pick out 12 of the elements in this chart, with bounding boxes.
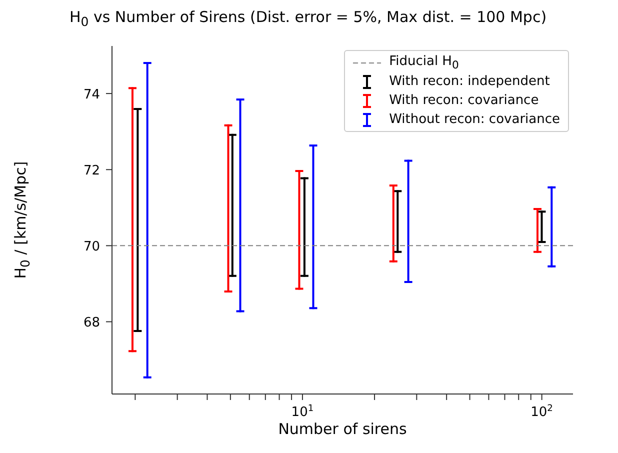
legend-label: Without recon: covariance — [389, 112, 560, 127]
legend-label: With recon: independent — [389, 74, 550, 89]
y-tick-label: 70 — [83, 240, 100, 255]
legend-label: With recon: covariance — [389, 93, 539, 108]
x-tick-label: 10$^{2}$ — [530, 404, 553, 420]
y-tick-label: 72 — [83, 164, 100, 179]
chart-title: H$_{0}$ vs Number of Sirens (Dist. error = 5%, Max dist. = 100 Mpc) — [68, 8, 548, 31]
legend-label: Fiducial H$_{0}$ — [389, 54, 459, 72]
x-tick-label: 10$^{1}$ — [291, 404, 314, 420]
x-axis-title: Number of sirens — [278, 420, 407, 438]
y-tick-label: 74 — [83, 88, 100, 103]
y-tick-label: 68 — [83, 316, 100, 331]
